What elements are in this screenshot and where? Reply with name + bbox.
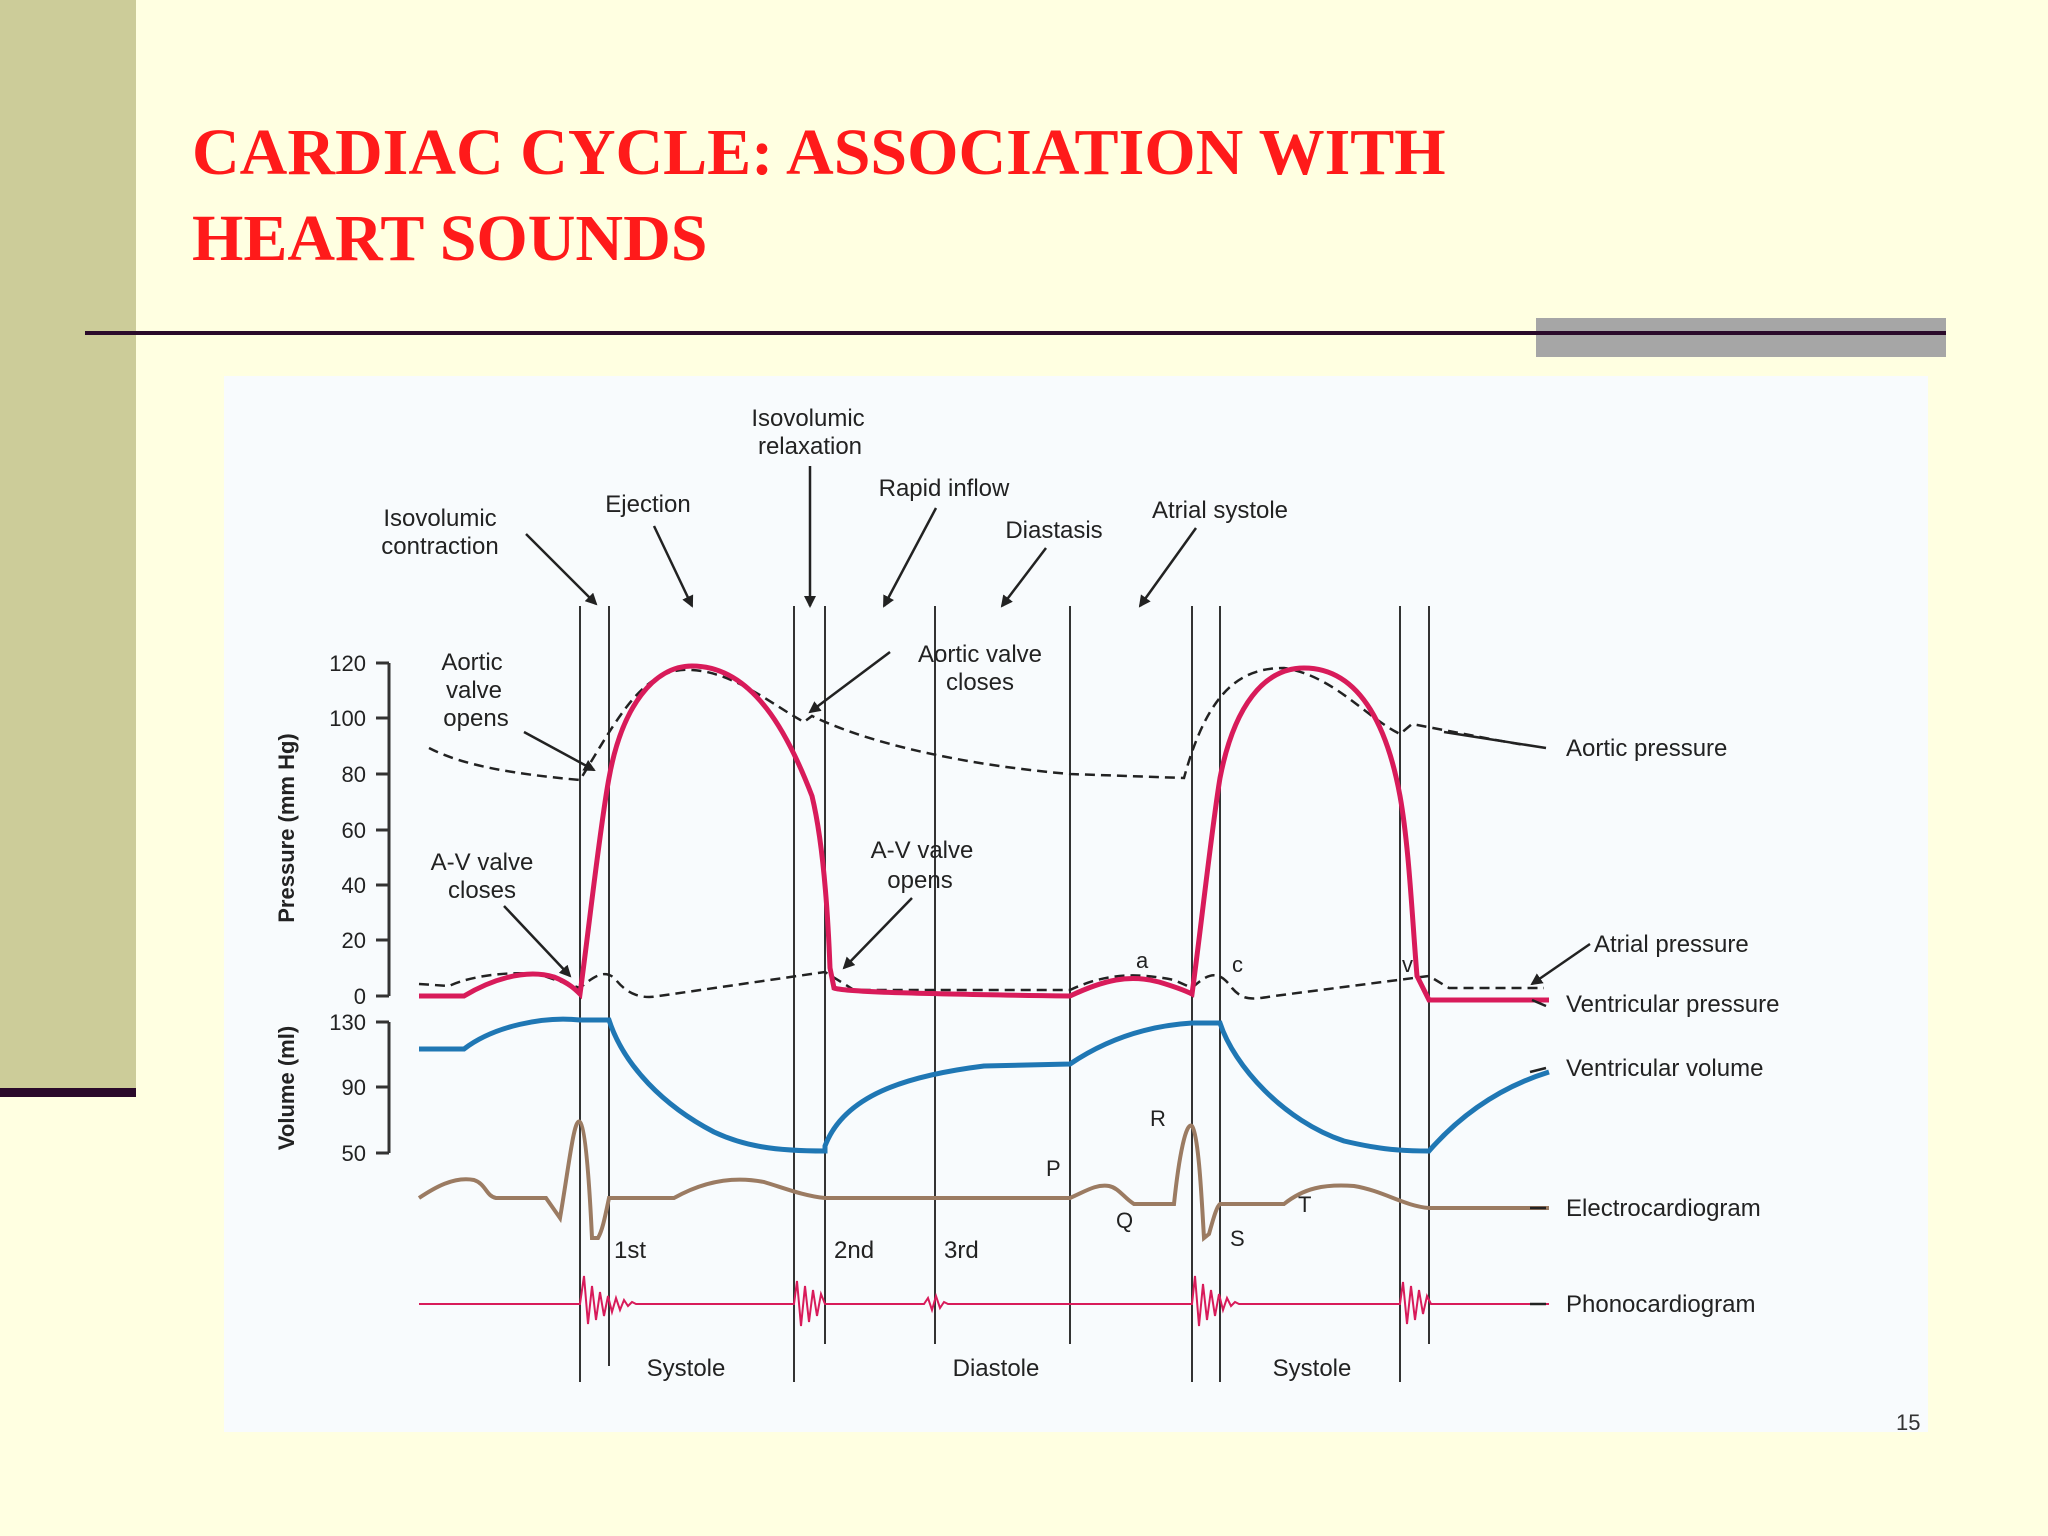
pressure-tick: 120 (329, 651, 366, 676)
volume-axis-label: Volume (ml) (274, 1026, 299, 1150)
sound-first: 1st (614, 1237, 646, 1264)
title-rule (85, 331, 1945, 335)
wave-p: P (1046, 1156, 1061, 1181)
ventricular-volume-curve (419, 1016, 1550, 1154)
cardiac-cycle-figure: 120 100 80 60 40 20 0 130 90 50 Pressure… (224, 376, 1928, 1432)
label-aortic-opens-3: opens (443, 705, 508, 732)
atrial-pressure-curve (418, 970, 1544, 1000)
pressure-tick: 40 (342, 873, 366, 898)
wave-c: c (1232, 952, 1243, 977)
label-isovolumic-contraction-1: Isovolumic (383, 505, 496, 532)
label-aortic-pressure: Aortic pressure (1566, 735, 1727, 762)
label-ventricular-volume: Ventricular volume (1566, 1055, 1763, 1082)
title-line-2: HEART SOUNDS (192, 202, 708, 275)
pressure-tick: 100 (329, 706, 366, 731)
volume-tick: 50 (342, 1141, 366, 1166)
label-ventricular-pressure: Ventricular pressure (1566, 991, 1779, 1018)
wave-a: a (1136, 948, 1149, 973)
pressure-tick: 0 (354, 984, 366, 1009)
wave-s: S (1230, 1226, 1245, 1251)
title-rule-block (1536, 318, 1946, 357)
ventricular-pressure-curve (419, 663, 1549, 1003)
pressure-tick: 20 (342, 928, 366, 953)
label-rapid-inflow: Rapid inflow (879, 475, 1010, 502)
volume-tick: 130 (329, 1010, 366, 1035)
title-line-1: CARDIAC CYCLE: ASSOCIATION WITH (192, 116, 1446, 189)
left-accent-underline (0, 1088, 136, 1097)
period-systole-2: Systole (1273, 1355, 1352, 1382)
label-aortic-closes-1: Aortic valve (918, 641, 1042, 668)
sound-third: 3rd (944, 1237, 979, 1264)
label-av-closes-1: A-V valve (431, 849, 534, 876)
label-diastasis: Diastasis (1005, 517, 1102, 544)
label-isovolumic-relaxation-2: relaxation (758, 433, 862, 460)
label-aortic-closes-2: closes (946, 669, 1014, 696)
wave-v: v (1402, 952, 1413, 977)
label-atrial-systole: Atrial systole (1152, 497, 1288, 524)
label-electrocardiogram: Electrocardiogram (1566, 1195, 1761, 1222)
label-aortic-opens-1: Aortic (441, 649, 502, 676)
phase-lines (579, 606, 1430, 1382)
label-av-opens-2: opens (887, 867, 952, 894)
label-ejection: Ejection (605, 491, 690, 518)
pressure-axis-label: Pressure (mm Hg) (274, 733, 299, 923)
wave-r: R (1150, 1106, 1166, 1131)
phonocardiogram-curve (419, 1275, 1549, 1327)
sound-second: 2nd (834, 1237, 874, 1264)
label-isovolumic-relaxation-1: Isovolumic (751, 405, 864, 432)
title-rule-block-line (1536, 331, 1946, 335)
label-phonocardiogram: Phonocardiogram (1566, 1291, 1755, 1318)
cardiac-cycle-diagram: 120 100 80 60 40 20 0 130 90 50 Pressure… (274, 405, 1779, 1382)
label-aortic-opens-2: valve (446, 677, 502, 704)
pressure-tick: 60 (342, 818, 366, 843)
pressure-tick: 80 (342, 762, 366, 787)
label-av-opens-1: A-V valve (871, 837, 974, 864)
label-atrial-pressure: Atrial pressure (1594, 931, 1749, 958)
slide-title: CARDIAC CYCLE: ASSOCIATION WITH HEART SO… (192, 110, 1792, 282)
electrocardiogram-curve (417, 1119, 1549, 1242)
period-systole-1: Systole (647, 1355, 726, 1382)
label-isovolumic-contraction-2: contraction (381, 533, 498, 560)
volume-axis (376, 1020, 391, 1155)
label-av-closes-2: closes (448, 877, 516, 904)
wave-t: T (1298, 1192, 1311, 1217)
annotation-arrows (503, 466, 1591, 1306)
period-diastole: Diastole (953, 1355, 1040, 1382)
page-number: 15 (1896, 1410, 1921, 1435)
volume-tick: 90 (342, 1075, 366, 1100)
left-accent-bar (0, 0, 136, 1090)
wave-q: Q (1116, 1208, 1133, 1233)
pressure-axis (376, 661, 391, 998)
